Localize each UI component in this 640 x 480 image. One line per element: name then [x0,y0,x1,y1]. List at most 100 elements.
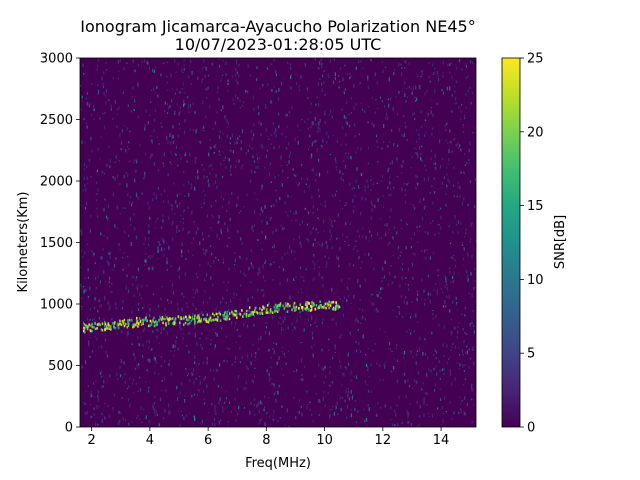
noise-pixel [443,367,445,372]
noise-pixel [258,401,260,405]
noise-pixel [234,258,236,263]
noise-pixel [458,105,460,110]
noise-pixel [425,256,427,260]
noise-pixel [253,404,255,406]
noise-pixel [93,252,95,256]
noise-pixel [301,163,303,167]
noise-pixel [269,162,272,165]
noise-pixel [190,186,192,190]
noise-pixel [242,164,244,166]
noise-pixel [465,93,467,97]
noise-pixel [128,141,130,144]
noise-pixel [199,313,201,317]
noise-pixel [103,92,105,96]
noise-pixel [103,270,105,274]
noise-pixel [370,175,372,177]
noise-pixel [471,398,473,401]
noise-pixel [216,234,218,238]
noise-pixel [152,68,154,73]
echo-pixel [335,307,337,311]
noise-pixel [153,118,156,122]
noise-pixel [312,278,314,282]
noise-pixel [217,86,219,89]
noise-pixel [197,169,199,174]
noise-pixel [107,217,109,221]
noise-pixel [446,184,448,188]
noise-pixel [350,112,352,114]
noise-pixel [321,63,323,66]
noise-pixel [389,242,391,244]
noise-pixel [466,345,468,348]
noise-pixel [144,327,146,330]
noise-pixel [288,246,290,250]
noise-pixel [135,159,137,161]
noise-pixel [265,127,267,132]
noise-pixel [106,163,108,167]
noise-pixel [420,76,422,78]
noise-pixel [384,365,386,369]
noise-pixel [424,298,426,301]
noise-pixel [213,145,215,148]
noise-pixel [470,238,472,241]
noise-pixel [167,200,169,204]
noise-pixel [370,179,372,182]
noise-pixel [229,142,231,145]
echo-pixel [305,308,307,312]
noise-pixel [408,62,410,65]
noise-pixel [424,92,426,96]
noise-pixel [393,143,395,147]
echo-pixel [278,308,280,311]
noise-pixel [443,325,445,329]
noise-pixel [265,260,267,262]
echo-pixel [96,323,99,326]
echo-pixel [225,317,227,321]
noise-pixel [286,126,288,128]
noise-pixel [243,205,245,208]
noise-pixel [217,369,219,372]
noise-pixel [183,84,185,86]
noise-pixel [166,268,168,271]
noise-pixel [348,244,350,246]
noise-pixel [153,162,155,166]
noise-pixel [149,256,151,259]
noise-pixel [432,113,434,117]
noise-pixel [351,187,353,190]
noise-pixel [183,184,185,186]
colorbar-tick-label: 15 [527,199,544,214]
noise-pixel [343,373,345,377]
noise-pixel [110,251,112,256]
noise-pixel [390,265,392,267]
noise-pixel [445,139,447,141]
echo-pixel [132,323,134,327]
noise-pixel [198,363,200,365]
noise-pixel [273,350,275,355]
noise-pixel [174,92,177,95]
noise-pixel [170,204,172,207]
noise-pixel [431,132,433,137]
noise-pixel [424,164,426,167]
noise-pixel [96,337,98,342]
noise-pixel [450,140,452,144]
noise-pixel [440,288,442,290]
echo-pixel [227,314,229,318]
noise-pixel [303,280,305,282]
noise-pixel [142,343,144,347]
noise-pixel [87,268,89,272]
noise-pixel [351,396,353,400]
echo-pixel [111,322,114,325]
noise-pixel [455,144,457,147]
noise-pixel [264,262,266,264]
noise-pixel [261,144,264,149]
noise-pixel [157,241,159,243]
noise-pixel [432,310,434,312]
noise-pixel [440,215,442,220]
noise-pixel [414,147,416,150]
noise-pixel [274,131,276,135]
noise-pixel [464,331,466,334]
noise-pixel [469,357,472,360]
noise-pixel [151,254,153,258]
noise-pixel [472,346,474,350]
noise-pixel [394,424,396,427]
noise-pixel [284,356,286,358]
